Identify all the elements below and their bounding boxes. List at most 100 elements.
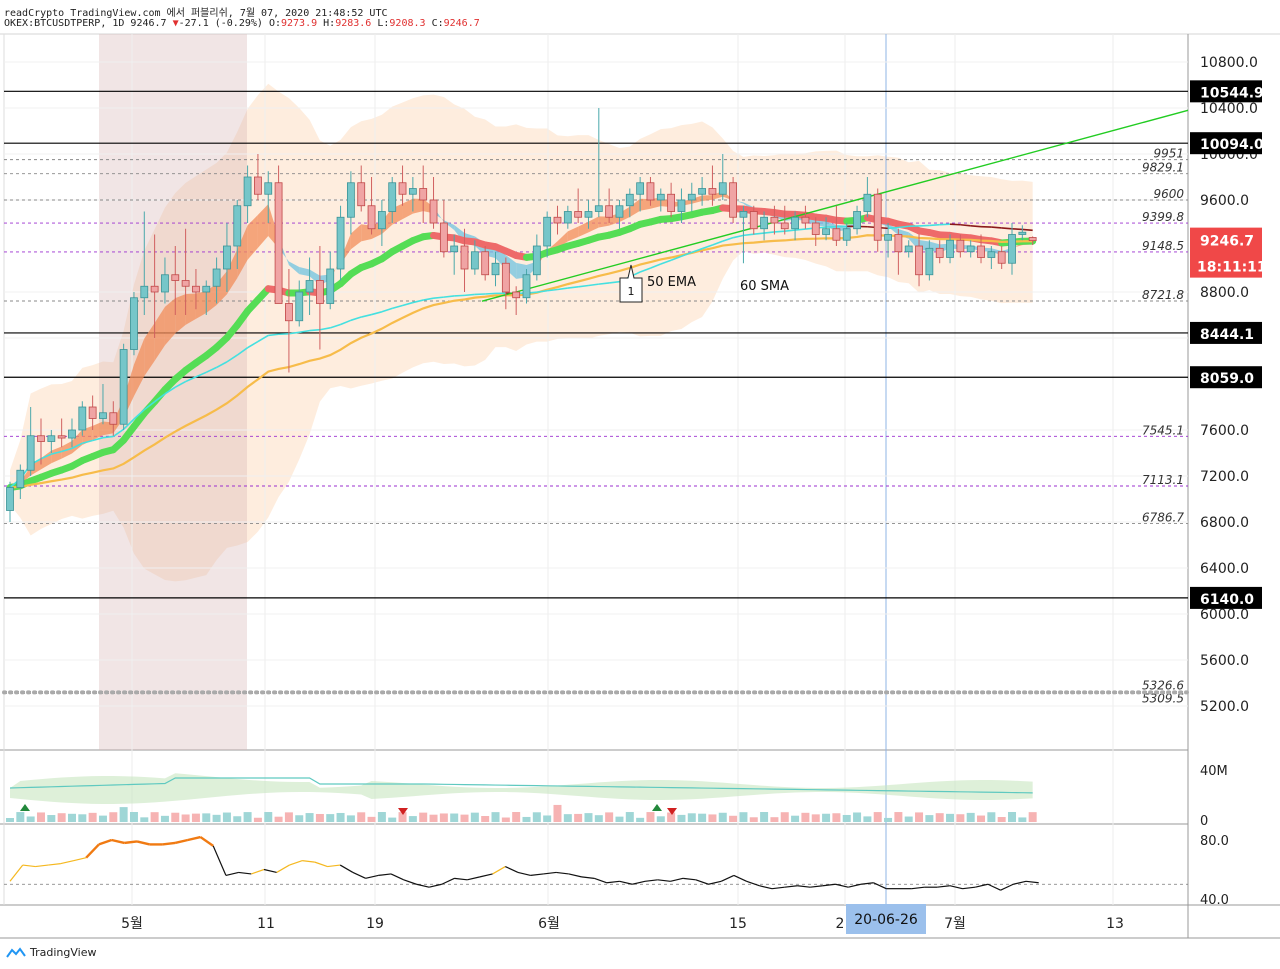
candle-body[interactable] [99,412,107,419]
candle-body[interactable] [584,211,593,218]
candle-body[interactable] [88,406,97,419]
candle-body[interactable] [367,205,376,230]
candle-body[interactable] [233,205,242,247]
candle-body[interactable] [925,247,934,276]
candle-body[interactable] [987,251,996,258]
candle-body[interactable] [171,274,180,281]
candle-body[interactable] [109,412,118,425]
candle-body[interactable] [1008,234,1016,264]
candle-body[interactable] [811,222,820,235]
candle-body[interactable] [884,234,892,241]
candle-body[interactable] [419,188,428,201]
candle-body[interactable] [842,228,851,241]
candle-body[interactable] [780,222,789,230]
symbol-label[interactable]: OKEX:BTCUSDTPERP, 1D 9246.7 [4,18,167,29]
candle-body[interactable] [501,262,510,293]
candle-body[interactable] [398,182,407,195]
candle-body[interactable] [646,182,655,201]
candle-body[interactable] [977,245,985,258]
candle-body[interactable] [605,205,614,218]
candle-body[interactable] [574,211,583,218]
candle-body[interactable] [150,285,159,293]
candle-body[interactable] [243,176,252,207]
candle-body[interactable] [481,251,490,276]
candle-body[interactable] [853,211,861,230]
candle-body[interactable] [615,205,624,218]
candle-body[interactable] [863,193,872,212]
candle-body[interactable] [770,216,779,224]
candle-body[interactable] [1028,237,1037,242]
candle-body[interactable] [450,245,459,253]
candle-body[interactable] [553,216,562,224]
candle-body[interactable] [181,280,190,287]
candle-body[interactable] [140,285,149,299]
candle-body[interactable] [739,211,748,218]
candle-body[interactable] [708,188,717,195]
candle-body[interactable] [749,211,758,230]
candle-body[interactable] [760,216,768,230]
candle-body[interactable] [822,228,830,235]
candle-body[interactable] [357,182,366,207]
candle-body[interactable] [68,429,76,439]
candle-body[interactable] [543,216,552,247]
candle-body[interactable] [119,349,128,425]
candle-body[interactable] [791,216,799,230]
candle-body[interactable] [832,228,841,241]
candle-body[interactable] [202,285,211,293]
time-axis[interactable]: 5월 11 19 6월 15 2 7월 13 20-06-26 [121,904,1124,934]
candle-body[interactable] [677,199,686,212]
candle-body[interactable] [274,182,283,304]
candle-body[interactable] [915,245,923,276]
candle-body[interactable] [904,245,913,253]
candle-body[interactable] [192,285,200,293]
candle-body[interactable] [315,280,324,304]
candle-body[interactable] [997,251,1006,264]
candle-body[interactable] [532,245,541,276]
price-axis[interactable]: 10800.010400.010000.09600.08800.08400.07… [1190,55,1267,908]
candle-body[interactable] [894,234,903,253]
candle-body[interactable] [698,188,707,195]
candles[interactable] [6,108,1037,522]
candle-body[interactable] [336,216,345,270]
candle-body[interactable] [223,245,231,270]
candle-body[interactable] [377,211,386,230]
candle-body[interactable] [78,406,87,431]
candle-body[interactable] [429,199,438,224]
candle-body[interactable] [26,435,35,471]
candle-body[interactable] [512,291,521,299]
candle-body[interactable] [656,193,665,201]
candle-body[interactable] [470,251,479,270]
candle-body[interactable] [667,193,676,212]
candle-body[interactable] [966,245,975,253]
candle-body[interactable] [408,188,417,195]
candle-body[interactable] [212,268,221,287]
candle-body[interactable] [161,274,169,293]
candle-body[interactable] [873,193,882,241]
candle-body[interactable] [6,487,14,511]
candle-body[interactable] [718,182,727,195]
candle-body[interactable] [388,182,397,212]
candle-body[interactable] [16,469,25,488]
candle-body[interactable] [47,435,56,442]
candle-body[interactable] [346,182,355,218]
candle-body[interactable] [625,193,634,207]
candle-body[interactable] [460,245,469,270]
candle-body[interactable] [57,435,66,439]
candle-body[interactable] [491,262,500,276]
candle-body[interactable] [594,205,603,212]
candle-body[interactable] [801,216,810,224]
candle-body[interactable] [687,193,696,201]
candle-body[interactable] [37,435,45,442]
candle-body[interactable] [522,274,531,299]
candle-body[interactable] [729,182,737,218]
candle-body[interactable] [305,280,314,293]
candle-body[interactable] [956,239,965,253]
candle-body[interactable] [439,222,448,253]
candle-body[interactable] [130,297,138,350]
candle-body[interactable] [946,239,954,258]
candle-body[interactable] [563,211,572,224]
candle-body[interactable] [295,291,304,322]
candle-body[interactable] [636,182,645,195]
candle-body[interactable] [285,303,293,322]
